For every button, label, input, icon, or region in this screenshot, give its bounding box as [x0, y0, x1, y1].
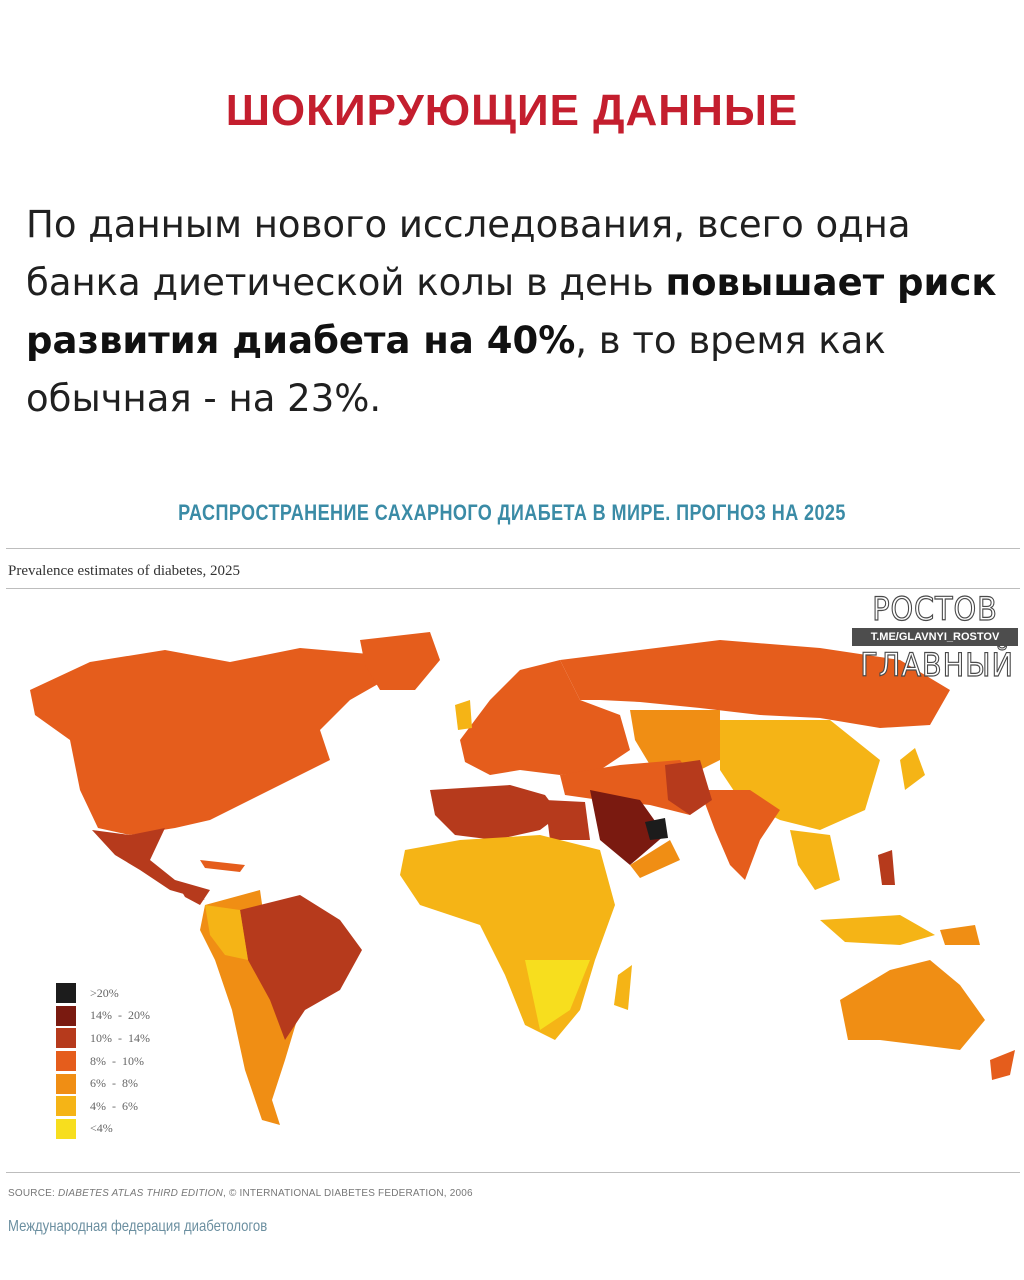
region-southern-africa — [525, 960, 590, 1030]
legend-swatch — [56, 1073, 76, 1094]
europe — [455, 660, 630, 775]
region-north-america — [30, 648, 385, 835]
region-india — [700, 790, 780, 880]
world-map — [30, 632, 1015, 1125]
region-sub-saharan-africa — [400, 835, 615, 1040]
region-madagascar — [614, 965, 632, 1010]
region-europe — [460, 660, 630, 775]
legend-label: 14% - 20% — [90, 1008, 150, 1023]
region-central-america — [175, 880, 210, 905]
region-arabia — [590, 790, 665, 865]
region-brazil — [240, 895, 362, 1040]
bottom-divider — [6, 1172, 1020, 1173]
source-atlas: DIABETES ATLAS THIRD EDITION — [57, 1188, 224, 1199]
legend-item: 8% - 10% — [56, 1050, 150, 1073]
legend-item: 4% - 6% — [56, 1095, 150, 1118]
top-divider — [6, 548, 1020, 549]
source-line: SOURCE: DIABETES ATLAS THIRD EDITION, © … — [8, 1188, 473, 1199]
lead-paragraph: По данным нового исследования, всего одн… — [26, 196, 1006, 428]
legend-swatch — [56, 1051, 76, 1072]
oceania — [840, 925, 1015, 1080]
region-yemen-oman — [630, 840, 680, 878]
lead-text-start: По данным нового исследования, всего одн… — [26, 203, 911, 304]
region-new-zealand — [990, 1050, 1015, 1080]
legend-swatch — [56, 983, 76, 1004]
middle-east — [560, 760, 712, 878]
region-russia — [560, 640, 950, 728]
legend-swatch — [56, 1005, 76, 1026]
source-rest: , © INTERNATIONAL DIABETES FEDERATION, 2… — [223, 1188, 473, 1199]
region-japan — [900, 748, 925, 790]
region-uk — [455, 700, 472, 730]
map-title: РАСПРОСТРАНЕНИЕ САХАРНОГО ДИАБЕТА В МИРЕ… — [178, 500, 846, 525]
legend-label: 4% - 6% — [90, 1098, 138, 1113]
region-colombia — [205, 905, 248, 960]
legend-label: >20% — [90, 985, 119, 1000]
source-prefix: SOURCE: — [8, 1188, 58, 1199]
watermark-top: РОСТОВ — [872, 590, 998, 628]
africa — [400, 785, 632, 1040]
subtitle-divider — [6, 588, 1020, 589]
legend-item: 10% - 14% — [56, 1027, 150, 1050]
legend-item: 14% - 20% — [56, 1005, 150, 1028]
legend-swatch — [56, 1118, 76, 1139]
federation-caption: Международная федерация диабетологов — [8, 1218, 268, 1235]
lead-text-end: , в то время как обычная - на 23%. — [26, 319, 886, 420]
region-papua — [940, 925, 980, 945]
legend-label: <4% — [90, 1121, 113, 1136]
legend-item: >20% — [56, 982, 150, 1005]
legend-label: 10% - 14% — [90, 1030, 150, 1045]
region-north-africa — [430, 785, 560, 840]
region-egypt — [545, 800, 590, 840]
region-pakistan — [665, 760, 712, 815]
region-greenland — [360, 632, 440, 690]
region-gulf-states — [645, 818, 668, 840]
legend-item: <4% — [56, 1118, 150, 1141]
north-america — [30, 632, 440, 905]
legend-label: 6% - 8% — [90, 1076, 138, 1091]
legend-label: 8% - 10% — [90, 1053, 144, 1068]
russia-asia — [560, 640, 950, 945]
map-subtitle: Prevalence estimates of diabetes, 2025 — [8, 563, 241, 579]
lead-text-bold: повышает риск развития диабета на 40% — [26, 261, 997, 362]
region-philippines — [878, 850, 895, 885]
region-central-asia — [630, 710, 720, 775]
region-southeast-asia — [790, 830, 840, 890]
watermark-link: T.ME/GLAVNYI_ROSTOV — [852, 628, 1018, 646]
region-caribbean — [200, 860, 245, 872]
watermark-bottom: ГЛАВНЫЙ — [860, 646, 1014, 684]
legend-item: 6% - 8% — [56, 1072, 150, 1095]
south-america — [200, 890, 362, 1125]
page-headline: ШОКИРУЮЩИЕ ДАННЫЕ — [225, 86, 799, 135]
watermark: РОСТОВ T.ME/GLAVNYI_ROSTOV ГЛАВНЫЙ — [852, 590, 1018, 684]
region-indonesia — [820, 915, 935, 945]
legend-swatch — [56, 1096, 76, 1117]
map-legend: >20% 14% - 20% 10% - 14% 8% - 10% 6% - 8… — [56, 982, 150, 1140]
region-australia — [840, 960, 985, 1050]
legend-swatch — [56, 1028, 76, 1049]
